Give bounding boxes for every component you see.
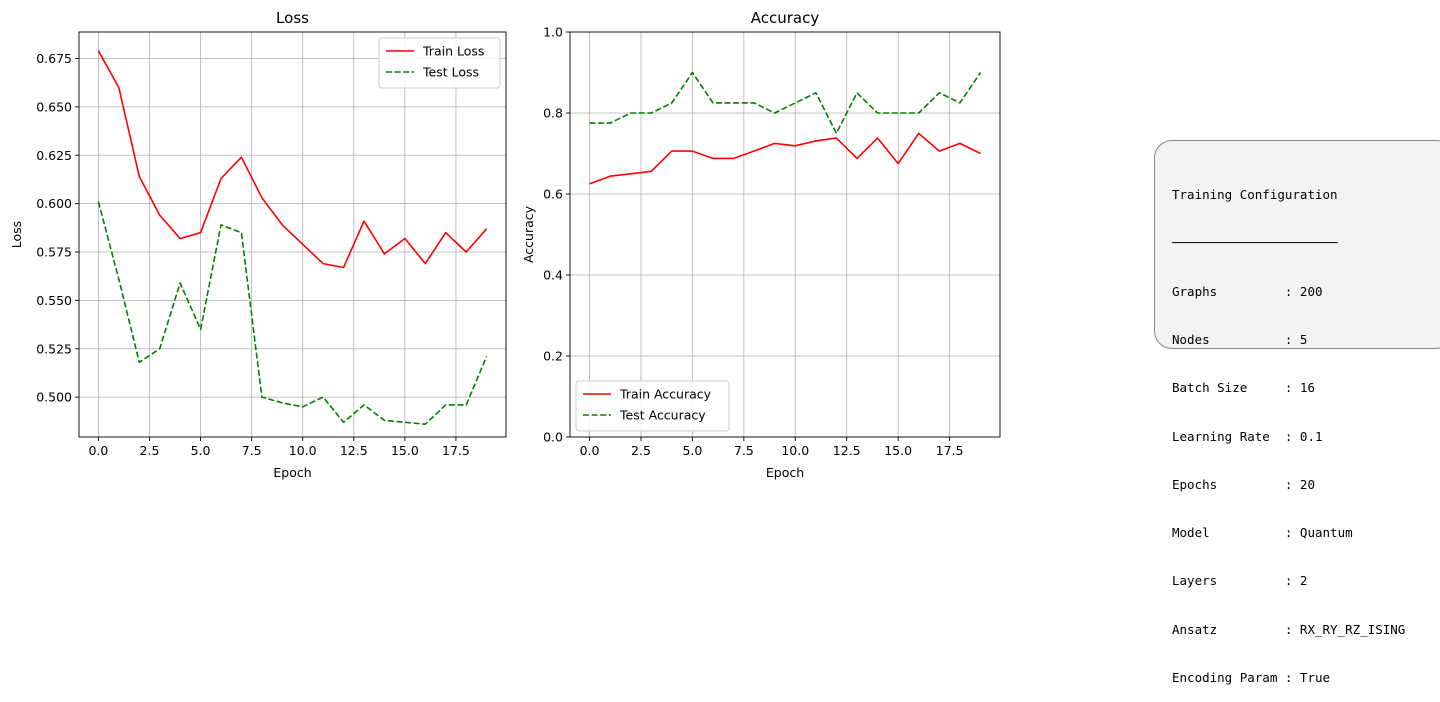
legend-label: Train Accuracy (619, 387, 712, 402)
chart-title: Loss (276, 9, 309, 27)
config-row-nodes: Nodes : 5 (1172, 332, 1308, 348)
config-row-learning-rate: Learning Rate : 0.1 (1172, 428, 1323, 444)
x-tick-label: 7.5 (242, 443, 262, 458)
x-axis-label: Epoch (273, 465, 311, 480)
y-tick-label: 0.4 (543, 268, 563, 283)
x-tick-label: 17.5 (442, 443, 470, 458)
x-tick-label: 12.5 (340, 443, 368, 458)
config-row-ansatz: Ansatz : RX_RY_RZ_ISING (1172, 621, 1406, 637)
series-line-train-loss (97, 50, 488, 269)
x-tick-label: 10.0 (781, 443, 809, 458)
chart-accuracy-group: 0.0 2.5 5.0 7.5 10.0 12.5 15.0 17.5 0.0 0.2 0.4 0.6… (521, 9, 1001, 480)
config-row-epochs: Epochs : 20 (1172, 476, 1315, 492)
legend-label: Test Accuracy (619, 408, 706, 423)
x-tick-label: 5.0 (682, 443, 702, 458)
config-title: Training Configuration (1172, 187, 1338, 203)
x-tick-label: 2.5 (631, 443, 651, 458)
figure: 0.0 2.5 5.0 7.5 10.0 12.5 15.0 17.5 0.500 0.525 0.… (9, 9, 1001, 480)
y-tick-label: 0.6 (543, 187, 563, 202)
config-row-batch-size: Batch Size : 16 (1172, 380, 1315, 396)
series-line-test-loss (97, 201, 488, 426)
x-tick-label: 0.0 (88, 443, 108, 458)
y-tick-label: 0.625 (36, 148, 72, 163)
legend-label: Train Loss (422, 44, 484, 59)
config-row-encoding-param: Encoding Param : True (1172, 670, 1331, 685)
x-tick-label: 0.0 (580, 443, 600, 458)
config-row-graphs: Graphs : 200 (1172, 283, 1323, 299)
x-tick-label: 15.0 (391, 443, 419, 458)
axes-frame (78, 31, 507, 438)
x-tick-label: 12.5 (833, 443, 861, 458)
x-tick-label: 17.5 (936, 443, 964, 458)
x-tick-label: 15.0 (884, 443, 912, 458)
y-axis-label: Loss (9, 221, 24, 248)
series-line-test-accuracy (589, 71, 982, 135)
y-tick-label: 0.575 (36, 245, 72, 260)
y-tick-label: 0.550 (36, 293, 72, 308)
x-tick-label: 5.0 (191, 443, 211, 458)
config-separator: ────────────────────── (1172, 235, 1338, 251)
legend-label: Test Loss (422, 65, 479, 80)
x-tick-label: 7.5 (734, 443, 754, 458)
plot-area (570, 32, 1000, 437)
y-tick-label: 1.0 (543, 25, 563, 40)
chart-title: Accuracy (751, 9, 820, 27)
y-tick-label: 0.650 (36, 99, 72, 114)
series-line-train-accuracy (589, 132, 981, 185)
y-tick-label: 0.0 (543, 430, 563, 445)
y-axis-label: Accuracy (521, 205, 536, 263)
chart-loss-group: 0.0 2.5 5.0 7.5 10.0 12.5 15.0 17.5 0.500 0.525 0.… (9, 9, 507, 480)
y-tick-label: 0.600 (36, 196, 72, 211)
y-tick-label: 0.525 (36, 341, 72, 356)
config-row-model: Model : Quantum (1172, 525, 1353, 541)
legend-box (575, 380, 730, 432)
x-axis-label: Epoch (766, 465, 804, 480)
y-tick-label: 0.500 (36, 390, 72, 405)
x-tick-label: 2.5 (140, 443, 160, 458)
config-row-layers: Layers : 2 (1172, 573, 1308, 589)
training-config-box: Training Configuration ─────────────────… (1154, 140, 1440, 685)
x-tick-label: 10.0 (289, 443, 317, 458)
y-tick-label: 0.2 (543, 349, 563, 364)
y-tick-label: 0.675 (36, 51, 72, 66)
y-tick-label: 0.8 (543, 106, 563, 121)
axes-frame (569, 31, 1001, 438)
